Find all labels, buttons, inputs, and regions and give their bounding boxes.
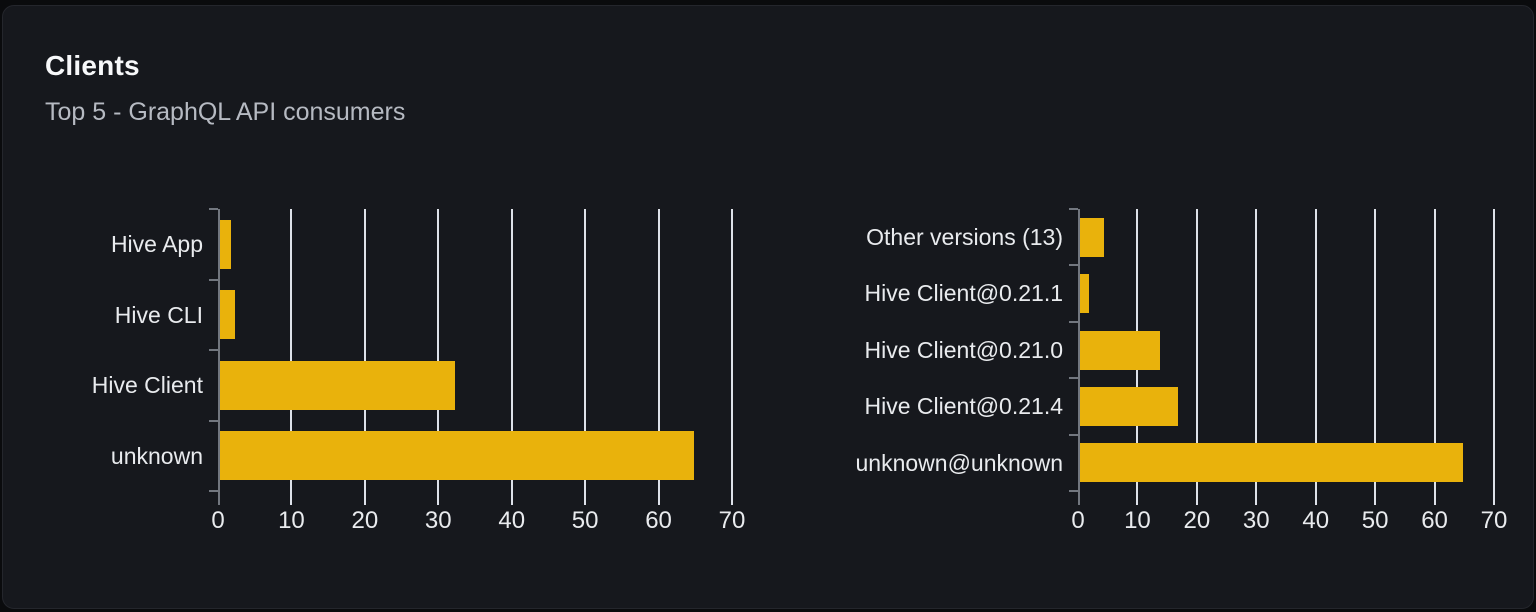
category-label: Hive Client@0.21.0 (864, 336, 1064, 363)
x-tick-label: 60 (1421, 507, 1448, 534)
y-axis-tick (209, 278, 218, 281)
category-label: Other versions (13) (866, 224, 1063, 250)
bar-2[interactable] (220, 360, 455, 410)
x-tick-label: 40 (498, 507, 526, 534)
x-tick-label: 50 (571, 507, 599, 534)
gridline (290, 209, 293, 505)
x-tick-label: 70 (718, 507, 746, 534)
y-axis-tick (1069, 264, 1078, 267)
category-label: Hive Client (91, 372, 203, 398)
clients-by-name-chart: Hive App Hive CLI Hive Client unknown 0 10 20 3… (43, 208, 792, 561)
y-axis-tick (1069, 377, 1078, 380)
x-tick-label: 40 (1302, 507, 1330, 534)
x-tick-label: 50 (1361, 507, 1389, 534)
page-title: Clients (45, 50, 140, 81)
gridline (510, 209, 513, 505)
card-header: Clients Top 5 - GraphQL API consumers (45, 50, 405, 126)
y-axis-tick (1069, 433, 1078, 436)
gridline (1374, 209, 1377, 505)
category-label: unknown (110, 442, 203, 469)
bar-4[interactable] (1080, 443, 1464, 483)
bar-1[interactable] (1080, 274, 1089, 314)
x-tick-label: 30 (424, 507, 452, 534)
gridline (1195, 209, 1198, 505)
gridline (657, 209, 660, 505)
x-tick-label: 30 (1242, 507, 1270, 534)
y-axis-tick (1069, 208, 1078, 210)
clients-card: Clients Top 5 - GraphQL API consumers Hi… (2, 5, 1534, 609)
x-tick-label: 70 (1480, 507, 1508, 534)
x-tick-label: 20 (351, 507, 379, 534)
gridline (731, 209, 733, 505)
y-axis-tick (1069, 490, 1078, 492)
bar-3[interactable] (1080, 386, 1179, 426)
category-label: unknown@unknown (855, 449, 1063, 476)
bar-0[interactable] (1080, 217, 1104, 257)
y-axis (218, 209, 220, 505)
x-tick-label: 10 (1124, 507, 1151, 534)
y-axis (1078, 209, 1080, 505)
bar-3[interactable] (220, 431, 694, 481)
x-tick-label: 0 (211, 507, 225, 534)
y-axis-tick (209, 208, 218, 210)
bar-2[interactable] (1080, 330, 1161, 370)
bar-0[interactable] (220, 219, 231, 269)
x-tick-label: 60 (645, 507, 672, 534)
gridline (437, 209, 440, 505)
gridline (584, 209, 587, 505)
x-tick-label: 20 (1183, 507, 1211, 534)
category-label: Hive Client@0.21.1 (864, 280, 1064, 307)
clients-by-version-chart: Other versions (13) Hive Client@0.21.1 Hiv… (848, 208, 1536, 561)
category-label: Hive CLI (114, 301, 203, 328)
gridline (1433, 209, 1436, 505)
y-axis-tick (209, 490, 218, 492)
x-tick-label: 10 (278, 507, 305, 534)
gridline (363, 209, 366, 505)
category-label: Hive App (110, 231, 203, 257)
y-axis-tick (209, 349, 218, 351)
bar-1[interactable] (220, 290, 235, 340)
gridline (1314, 209, 1317, 505)
gridline (1493, 209, 1495, 505)
page-subtitle: Top 5 - GraphQL API consumers (45, 98, 406, 126)
y-axis-tick (209, 419, 218, 422)
category-label: Hive Client@0.21.4 (864, 393, 1064, 420)
y-axis-tick (1069, 320, 1078, 323)
gridline (1255, 209, 1258, 505)
x-tick-label: 0 (1071, 507, 1085, 534)
